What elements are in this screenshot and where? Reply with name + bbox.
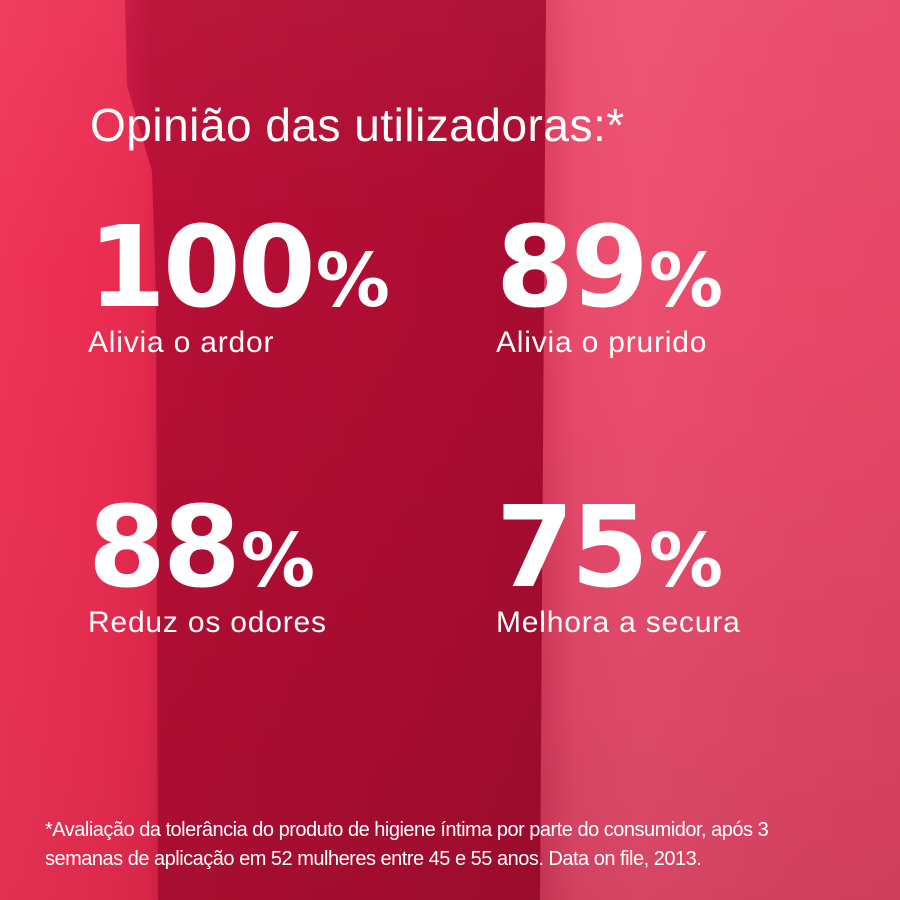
- background-right-band: [540, 0, 900, 900]
- percent-sign: %: [315, 238, 390, 324]
- stat-number: 75: [496, 483, 649, 613]
- stat-number: 88: [88, 483, 241, 613]
- footnote: *Avaliação da tolerância do produto de h…: [45, 816, 769, 874]
- stat-number: 89: [496, 203, 649, 333]
- stat-value: 100%: [88, 212, 390, 324]
- page-title: Opinião das utilizadoras:*: [90, 99, 625, 151]
- stat-card-reduz-os-odores: 88% Reduz os odores: [88, 492, 327, 641]
- stat-card-alivia-o-ardor: 100% Alivia o ardor: [88, 212, 390, 361]
- stat-card-alivia-o-prurido: 89% Alivia o prurido: [496, 212, 723, 361]
- percent-sign: %: [648, 238, 724, 324]
- stat-value: 75%: [496, 492, 741, 604]
- stat-number: 100: [88, 203, 316, 333]
- stat-label: Alivia o prurido: [496, 326, 708, 359]
- stat-card-melhora-a-secura: 75% Melhora a secura: [496, 492, 741, 641]
- stat-label: Melhora a secura: [496, 606, 741, 639]
- footnote-line-1: *Avaliação da tolerância do produto de h…: [45, 819, 769, 841]
- background-middle-band: [125, 0, 546, 900]
- footnote-line-2: semanas de aplicação em 52 mulheres entr…: [45, 848, 702, 870]
- percent-sign: %: [240, 518, 316, 604]
- stat-label: Reduz os odores: [88, 606, 327, 639]
- stat-value: 89%: [496, 212, 723, 324]
- stat-value: 88%: [88, 492, 327, 604]
- percent-sign: %: [648, 518, 724, 604]
- stat-label: Alivia o ardor: [88, 326, 275, 359]
